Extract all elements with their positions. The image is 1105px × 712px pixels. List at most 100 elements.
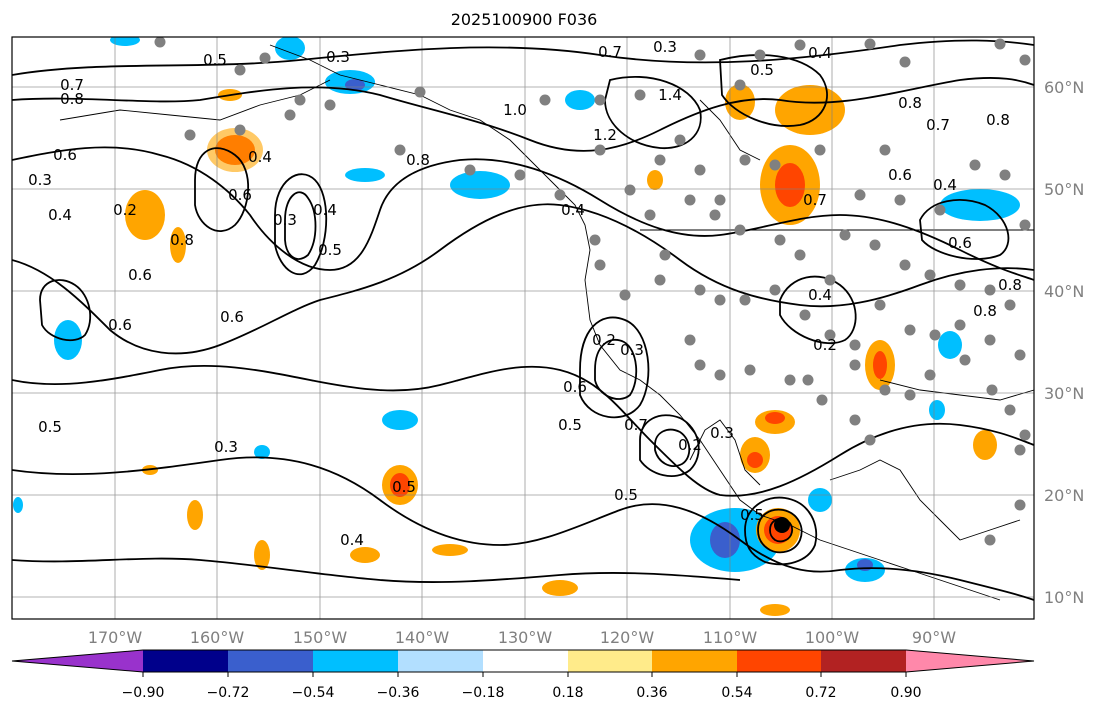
patch — [254, 445, 270, 459]
contour-label: 0.4 — [248, 148, 272, 166]
contour-label: 0.2 — [813, 336, 837, 354]
station-dot — [984, 534, 996, 546]
contour-label: 0.5 — [38, 418, 62, 436]
contour-label: 0.3 — [28, 171, 52, 189]
station-dot — [394, 144, 406, 156]
contour-label: 0.4 — [313, 201, 337, 219]
station-dot — [854, 189, 866, 201]
station-dot — [259, 52, 271, 64]
patch — [170, 227, 186, 263]
station-dot — [869, 239, 881, 251]
station-dot — [514, 169, 526, 181]
station-dot — [924, 369, 936, 381]
contour-label: 0.8 — [986, 111, 1010, 129]
patch — [345, 168, 385, 182]
contour-label: 0.7 — [60, 76, 84, 94]
lat-tick-label: 40°N — [1044, 282, 1084, 301]
station-dot — [644, 209, 656, 221]
patch — [760, 604, 790, 616]
patch — [973, 430, 997, 460]
lat-tick-label: 30°N — [1044, 384, 1084, 403]
patch — [808, 488, 832, 512]
patch — [940, 189, 1020, 221]
station-dot — [709, 209, 721, 221]
contour-label: 1.4 — [658, 86, 682, 104]
station-dot — [924, 269, 936, 281]
station-dot — [284, 109, 296, 121]
map-area — [12, 37, 1034, 619]
contour-label: 0.2 — [592, 331, 616, 349]
station-dot — [184, 129, 196, 141]
station-dot — [654, 154, 666, 166]
colorbar-swatch — [737, 650, 821, 672]
contour-label: 0.7 — [926, 116, 950, 134]
station-dot — [414, 86, 426, 98]
station-dot — [814, 144, 826, 156]
station-dot — [959, 354, 971, 366]
station-dot — [879, 384, 891, 396]
lon-tick-label: 100°W — [805, 628, 860, 647]
colorbar-tick-label: 0.90 — [890, 685, 921, 701]
patch — [938, 331, 962, 359]
contour-label: 0.2 — [678, 436, 702, 454]
patch — [382, 410, 418, 430]
contour-label: 0.6 — [228, 186, 252, 204]
station-markers — [154, 37, 1031, 546]
lon-tick-label: 170°W — [88, 628, 143, 647]
lat-tick-label: 10°N — [1044, 588, 1084, 607]
contour-label: 0.5 — [614, 486, 638, 504]
station-dot — [879, 144, 891, 156]
station-dot — [674, 134, 686, 146]
station-dot — [1004, 404, 1016, 416]
station-dot — [802, 374, 814, 386]
colorbar-tick-label: −0.54 — [292, 685, 335, 701]
station-dot — [1014, 444, 1026, 456]
station-dot — [874, 299, 886, 311]
lon-tick-label: 120°W — [600, 628, 655, 647]
station-dot — [954, 279, 966, 291]
contour-label: 0.2 — [113, 201, 137, 219]
lon-tick-label: 160°W — [190, 628, 245, 647]
contour-label: 0.8 — [170, 231, 194, 249]
contour-label: 0.8 — [973, 302, 997, 320]
patch — [647, 170, 663, 190]
station-dot — [1004, 299, 1016, 311]
station-dot — [784, 374, 796, 386]
station-dot — [539, 94, 551, 106]
station-dot — [154, 37, 166, 48]
contour-label: 0.6 — [888, 166, 912, 184]
station-dot — [984, 284, 996, 296]
station-dot — [624, 184, 636, 196]
station-dot — [734, 224, 746, 236]
colorbar-swatch — [12, 650, 143, 672]
contour-labels: 0.30.50.70.80.6 0.40.30.60.80.4 0.20.30.40… — [28, 38, 1022, 549]
colorbar-tick-label: −0.36 — [377, 685, 420, 701]
map-frame — [11, 36, 1035, 620]
latitude-axis: 60°N 50°N 40°N 30°N 20°N 10°N — [1044, 78, 1084, 607]
contour-label: 0.3 — [653, 38, 677, 56]
contour-label: 0.4 — [808, 44, 832, 62]
contour-label: 0.4 — [933, 176, 957, 194]
contour-label: 0.8 — [60, 90, 84, 108]
station-dot — [714, 194, 726, 206]
contour-label: 0.6 — [563, 378, 587, 396]
station-dot — [694, 164, 706, 176]
station-dot — [969, 159, 981, 171]
station-dot — [769, 284, 781, 296]
colorbar-swatch — [143, 650, 228, 672]
station-dot — [594, 94, 606, 106]
station-dot — [714, 369, 726, 381]
contour-label: 0.7 — [624, 416, 648, 434]
patch — [450, 171, 510, 199]
contour-label: 0.4 — [340, 531, 364, 549]
lon-tick-label: 150°W — [293, 628, 348, 647]
patch — [710, 522, 740, 558]
colorbar-tick-label: −0.90 — [122, 685, 165, 701]
colorbar-tick-label: −0.72 — [207, 685, 250, 701]
station-dot — [794, 249, 806, 261]
contour-label: 0.8 — [998, 276, 1022, 294]
contour-label: 0.5 — [392, 478, 416, 496]
contour-label: 0.8 — [898, 94, 922, 112]
contour-label: 0.4 — [48, 206, 72, 224]
colorbar-swatch — [228, 650, 313, 672]
